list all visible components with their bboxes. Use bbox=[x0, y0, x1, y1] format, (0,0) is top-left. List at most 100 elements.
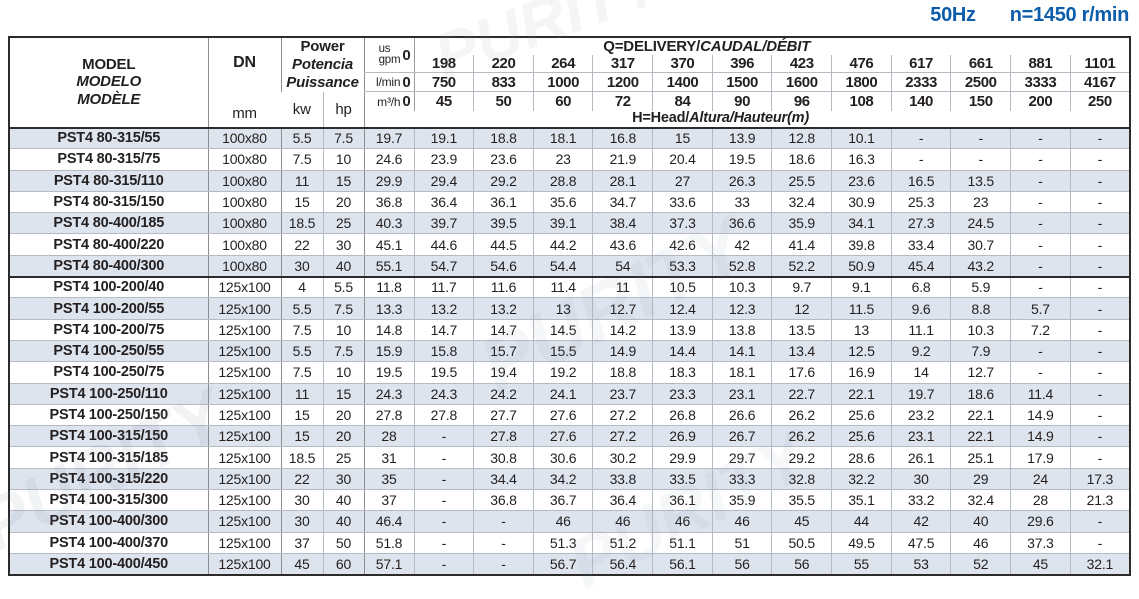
head-value-cell: 28 bbox=[1010, 489, 1071, 512]
head-value-cell: 26.2 bbox=[771, 425, 832, 448]
head-value-cell: 54 bbox=[592, 255, 653, 278]
head-value-cell: 37 bbox=[363, 489, 415, 512]
model-cell: PST4 80-315/150 bbox=[9, 191, 208, 214]
head-value-cell: 35.1 bbox=[831, 489, 892, 512]
head-value-cell: 36.4 bbox=[592, 489, 653, 512]
head-value-cell: 29.6 bbox=[1010, 510, 1071, 533]
head-value-cell: - bbox=[1069, 319, 1130, 341]
head-value-cell: 42 bbox=[890, 510, 951, 533]
hp-cell: 60 bbox=[322, 553, 365, 575]
head-value-cell: 38.4 bbox=[592, 212, 653, 235]
flow-value-cell: 200 bbox=[1010, 91, 1071, 111]
head-value-cell: - bbox=[1069, 212, 1130, 235]
hp-cell: 15 bbox=[322, 383, 365, 405]
head-value-cell: - bbox=[1069, 126, 1130, 150]
kw-cell: 30 bbox=[280, 489, 323, 512]
head-value-cell: 24.3 bbox=[363, 383, 415, 405]
table-row: PST4 80-315/55 100x80 5.5 7.5 19.7 19.1 18.8 18… bbox=[9, 126, 1130, 150]
head-value-cell: 36.4 bbox=[413, 191, 474, 214]
head-value-cell: 39.5 bbox=[473, 212, 534, 235]
model-cell: PST4 100-400/370 bbox=[9, 532, 208, 554]
head-value-cell: 17.9 bbox=[1010, 446, 1071, 469]
head-value-cell: 55.1 bbox=[363, 255, 415, 278]
dn-cell: 100x80 bbox=[207, 170, 281, 192]
head-value-cell: 12.8 bbox=[771, 126, 832, 150]
dn-cell: 100x80 bbox=[207, 148, 281, 171]
head-value-cell: 16.5 bbox=[890, 170, 951, 192]
head-value-cell: 12.3 bbox=[711, 297, 772, 320]
flow-value-cell: 90 bbox=[711, 91, 772, 111]
head-value-cell: 29.2 bbox=[473, 170, 534, 192]
head-value-cell: - bbox=[1069, 425, 1130, 448]
head-value-cell: 30.8 bbox=[473, 446, 534, 469]
head-value-cell: 14 bbox=[890, 361, 951, 384]
head-value-cell: 19.4 bbox=[473, 361, 534, 384]
head-value-cell: 17.3 bbox=[1069, 468, 1130, 491]
table-row: PST4 80-315/110 100x80 11 15 29.9 29.4 29.2 28.… bbox=[9, 170, 1130, 192]
head-value-cell: 26.9 bbox=[652, 425, 713, 448]
head-value-cell: 24.5 bbox=[950, 212, 1011, 235]
head-value-cell: - bbox=[1010, 148, 1071, 171]
head-value-cell: - bbox=[413, 532, 474, 554]
head-value-cell: 14.5 bbox=[532, 319, 593, 341]
flow-value-cell: 1200 bbox=[592, 72, 653, 92]
flow-value-cell: 833 bbox=[473, 72, 534, 92]
head-value-cell: 26.8 bbox=[652, 404, 713, 427]
flow-value-cell: 2500 bbox=[950, 72, 1011, 92]
head-value-cell: 27.2 bbox=[592, 425, 653, 448]
head-value-cell: 15.8 bbox=[413, 340, 474, 363]
power-column-header: Power Potencia Puissance bbox=[280, 37, 365, 92]
head-value-cell: 25.6 bbox=[831, 404, 892, 427]
hp-cell: 50 bbox=[322, 532, 365, 554]
head-value-cell: - bbox=[950, 126, 1011, 150]
head-value-cell: 9.6 bbox=[890, 297, 951, 320]
kw-cell: 15 bbox=[280, 404, 323, 427]
head-value-cell: 46 bbox=[950, 532, 1011, 554]
model-cell: PST4 80-400/185 bbox=[9, 212, 208, 235]
head-value-cell: - bbox=[1069, 404, 1130, 427]
head-value-cell: 15.7 bbox=[473, 340, 534, 363]
head-value-cell: 25.5 bbox=[771, 170, 832, 192]
flow-value-cell: 4167 bbox=[1069, 72, 1130, 92]
kw-cell: 7.5 bbox=[280, 361, 323, 384]
head-value-cell: 18.6 bbox=[950, 383, 1011, 405]
hp-cell: 15 bbox=[322, 170, 365, 192]
hp-cell: 10 bbox=[322, 319, 365, 341]
hp-cell: 25 bbox=[322, 212, 365, 235]
head-value-cell: 21.3 bbox=[1069, 489, 1130, 512]
hp-cell: 5.5 bbox=[322, 275, 365, 299]
head-value-cell: 27.6 bbox=[532, 425, 593, 448]
flow-value-cell: 84 bbox=[652, 91, 713, 111]
flow-value-cell: 661 bbox=[950, 55, 1011, 73]
head-value-cell: 18.1 bbox=[532, 126, 593, 150]
head-value-cell: 15.9 bbox=[363, 340, 415, 363]
head-value-cell: 14.4 bbox=[652, 340, 713, 363]
head-value-cell: - bbox=[1010, 170, 1071, 192]
table-row: PST4 100-250/75 125x100 7.5 10 19.5 19.5 19.4 1… bbox=[9, 361, 1130, 384]
dn-cell: 125x100 bbox=[207, 425, 281, 448]
head-value-cell: - bbox=[1069, 148, 1130, 171]
model-cell: PST4 100-250/150 bbox=[9, 404, 208, 427]
model-cell: PST4 100-250/110 bbox=[9, 383, 208, 405]
head-value-cell: 29.7 bbox=[711, 446, 772, 469]
kw-cell: 22 bbox=[280, 468, 323, 491]
head-value-cell: - bbox=[1069, 532, 1130, 554]
delivery-title-row: MODEL MODELO MODÈLE DN mm Power Potencia… bbox=[9, 37, 1130, 128]
head-value-cell: 11.8 bbox=[363, 275, 415, 299]
head-value-cell: 34.4 bbox=[473, 468, 534, 491]
table-row: PST4 100-315/220 125x100 22 30 35-34.4 34.2 33… bbox=[9, 468, 1130, 491]
head-value-cell: 24 bbox=[1010, 468, 1071, 491]
head-value-cell: 19.1 bbox=[413, 126, 474, 150]
head-value-cell: 23.6 bbox=[473, 148, 534, 171]
dn-cell: 125x100 bbox=[207, 489, 281, 512]
head-value-cell: 51.1 bbox=[652, 532, 713, 554]
dn-cell: 125x100 bbox=[207, 361, 281, 384]
m3h-unit-label: m³/h bbox=[377, 94, 401, 109]
head-value-cell: 26.1 bbox=[890, 446, 951, 469]
dn-cell: 125x100 bbox=[207, 319, 281, 341]
head-value-cell: 31 bbox=[363, 446, 415, 469]
head-value-cell: 28.8 bbox=[532, 170, 593, 192]
flow-value-cell: 1400 bbox=[652, 72, 713, 92]
head-value-cell: 53 bbox=[890, 553, 951, 575]
head-value-cell: 22.1 bbox=[950, 425, 1011, 448]
